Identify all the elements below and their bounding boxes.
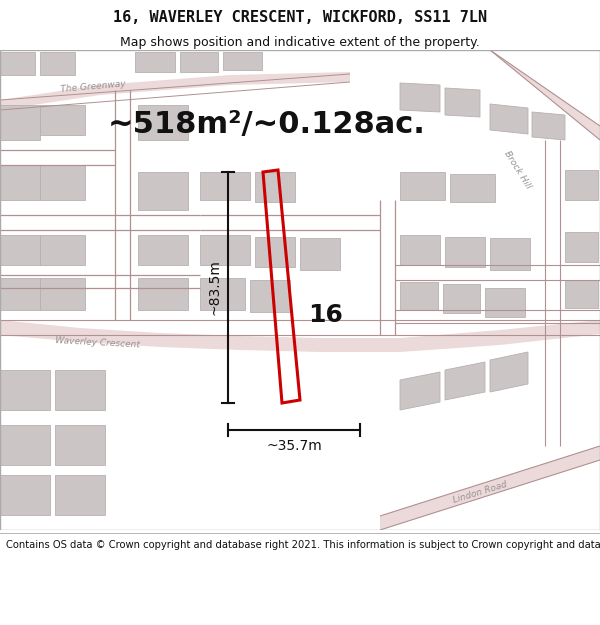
Polygon shape	[223, 52, 262, 70]
Polygon shape	[450, 174, 495, 202]
Polygon shape	[138, 278, 188, 310]
Polygon shape	[255, 237, 295, 267]
Polygon shape	[300, 238, 340, 270]
Polygon shape	[200, 172, 250, 200]
Polygon shape	[55, 475, 105, 515]
Polygon shape	[40, 278, 85, 310]
Text: ~518m²/~0.128ac.: ~518m²/~0.128ac.	[108, 110, 426, 139]
Polygon shape	[0, 425, 50, 465]
Polygon shape	[0, 105, 40, 140]
Polygon shape	[135, 52, 175, 72]
Polygon shape	[443, 284, 480, 313]
Text: 16: 16	[308, 303, 343, 327]
Polygon shape	[0, 52, 35, 75]
Polygon shape	[445, 237, 485, 267]
Polygon shape	[490, 50, 600, 140]
Text: ~35.7m: ~35.7m	[266, 439, 322, 453]
Polygon shape	[532, 112, 565, 140]
Polygon shape	[200, 235, 250, 265]
Polygon shape	[138, 105, 188, 140]
Polygon shape	[138, 235, 188, 265]
Polygon shape	[255, 172, 295, 202]
Polygon shape	[0, 320, 600, 352]
Polygon shape	[55, 425, 105, 465]
Polygon shape	[0, 165, 40, 200]
Text: Brock Hill: Brock Hill	[502, 149, 532, 191]
Polygon shape	[40, 105, 85, 135]
Polygon shape	[400, 83, 440, 112]
Text: ~83.5m: ~83.5m	[207, 259, 221, 316]
Polygon shape	[0, 370, 50, 410]
Polygon shape	[400, 372, 440, 410]
Polygon shape	[400, 172, 445, 200]
Polygon shape	[380, 446, 600, 530]
Polygon shape	[0, 278, 40, 310]
Polygon shape	[0, 72, 350, 110]
Polygon shape	[565, 280, 598, 308]
Polygon shape	[565, 170, 598, 200]
Text: 16, WAVERLEY CRESCENT, WICKFORD, SS11 7LN: 16, WAVERLEY CRESCENT, WICKFORD, SS11 7L…	[113, 10, 487, 25]
Polygon shape	[490, 238, 530, 270]
Polygon shape	[0, 235, 40, 265]
Polygon shape	[400, 282, 438, 310]
Polygon shape	[250, 280, 290, 312]
Polygon shape	[490, 104, 528, 134]
Text: Waverley Crescent: Waverley Crescent	[55, 336, 140, 350]
Polygon shape	[565, 232, 598, 262]
Polygon shape	[490, 352, 528, 392]
Text: Map shows position and indicative extent of the property.: Map shows position and indicative extent…	[120, 36, 480, 49]
Text: Contains OS data © Crown copyright and database right 2021. This information is : Contains OS data © Crown copyright and d…	[6, 539, 600, 549]
Polygon shape	[445, 362, 485, 400]
Polygon shape	[400, 235, 440, 265]
Text: Lindon Road: Lindon Road	[452, 479, 508, 504]
Text: The Greenway: The Greenway	[60, 79, 126, 94]
Polygon shape	[138, 172, 188, 210]
Polygon shape	[180, 52, 218, 72]
Polygon shape	[485, 288, 525, 317]
Polygon shape	[40, 52, 75, 75]
Polygon shape	[200, 278, 245, 310]
Polygon shape	[40, 235, 85, 265]
Polygon shape	[445, 88, 480, 117]
Polygon shape	[55, 370, 105, 410]
Polygon shape	[40, 165, 85, 200]
Polygon shape	[0, 475, 50, 515]
